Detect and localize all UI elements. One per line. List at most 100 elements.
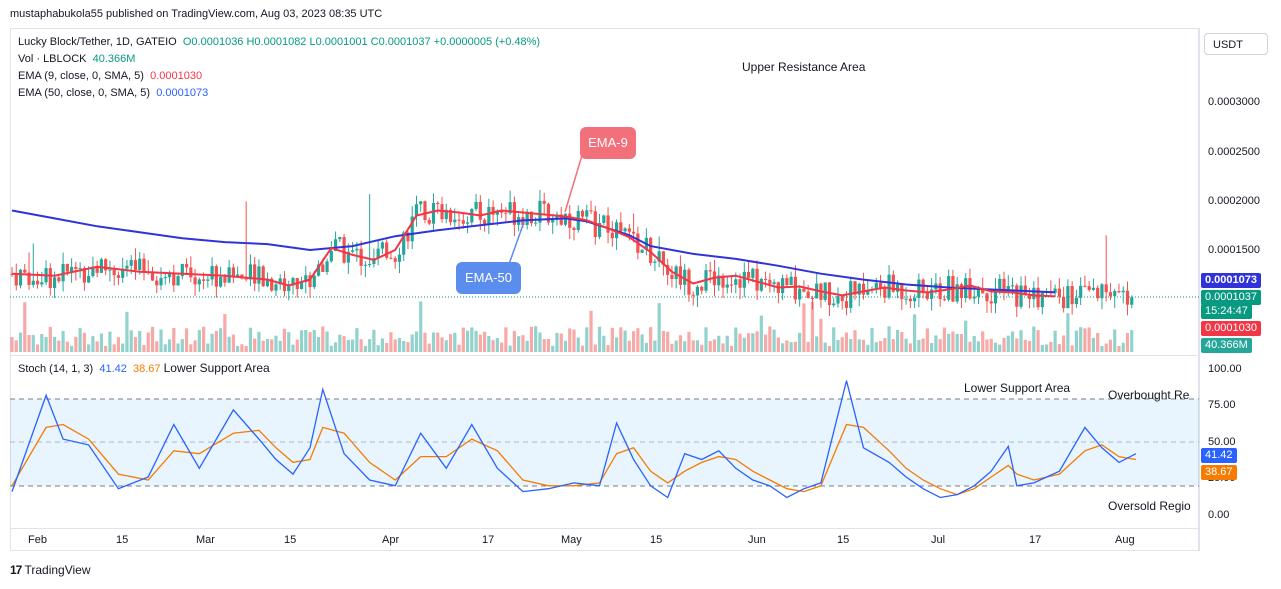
candle-body [133,260,138,270]
volume-bar [755,331,759,352]
candle-body [380,242,385,249]
stoch-label[interactable]: Stoch (14, 1, 3) [18,363,94,375]
volume-bar [453,332,457,352]
candle-body [308,275,312,288]
volume-bar [981,331,985,352]
volume-bar [883,338,887,352]
candle-body [942,299,947,301]
volume-bar [985,339,989,352]
volume-bar [478,334,482,352]
volume-bar [138,330,142,352]
candle-body [1002,278,1006,290]
candle-body [274,284,278,291]
candle-body [930,289,934,299]
volume-bar [866,344,870,352]
candle-body [529,211,534,224]
time-tick-aug: Aug [1115,534,1135,546]
candle-body [329,250,333,262]
volume-bar [1015,338,1019,352]
candle-body [738,279,742,288]
volume-bar [657,303,661,352]
candle-body [691,294,695,296]
volume-bars [10,301,1134,352]
volume-bar [964,320,968,352]
volume-bar [457,344,461,352]
candle-body [150,273,155,281]
stoch-k-value: 41.42 [99,363,127,375]
candle-body [176,276,180,286]
candle-body [189,267,193,278]
volume-bar [65,341,69,352]
candle-body [253,264,257,284]
ema9-label[interactable]: EMA (9, close, 0, SMA, 5) [18,70,144,82]
volume-bar [1091,337,1096,352]
candle-body [925,292,929,299]
ema9-pointer [564,151,584,213]
volume-bar [61,331,65,352]
volume-bar [48,326,52,352]
volume-bar [91,336,95,352]
price-tick-3: 0.0002000 [1208,195,1260,207]
volume-bar [240,344,244,352]
volume-bar [878,341,883,352]
ema50-line [11,209,1056,294]
candle-body [57,277,61,282]
candle-body [184,263,189,268]
candle-body [206,279,210,281]
volume-bar [448,334,453,352]
volume-bar [172,327,176,352]
volume-bar [542,339,546,352]
stoch-d-line [11,423,1137,496]
candle-body [844,301,849,308]
stoch-d-tag: 38.67 [1201,465,1237,480]
candle-body [734,279,738,285]
candle-body [376,248,380,259]
candle-body [333,239,338,251]
candle-body [261,266,265,287]
volume-bar [925,328,929,352]
candle-body [878,282,883,289]
candle-body [180,263,184,277]
candle-body [551,219,555,223]
volume-bar [121,343,125,352]
candle-body [1070,286,1074,305]
volume-bar [40,333,44,352]
volume-bar [27,334,31,352]
volume-bar [70,345,74,352]
ema50-label[interactable]: EMA (50, close, 0, SMA, 5) [18,87,151,99]
candle-body [746,271,751,278]
volume-bar [342,336,346,352]
volume-bar [278,340,282,352]
volume-bar [751,333,755,352]
candle-body [193,277,197,285]
volume-bar [1079,327,1083,352]
volume-bar [951,331,955,352]
volume-bar [14,340,18,352]
time-tick-may: May [561,534,582,546]
volume-bar [972,335,976,352]
candle-body [355,248,359,251]
candle-body [423,201,427,220]
candle-body [606,215,610,233]
volume-bar [678,335,683,352]
volume-bar [359,339,363,352]
candle-body [125,265,129,269]
candle-body [695,286,700,296]
volume-bar [223,314,227,352]
candle-body [31,280,35,285]
oversold-label: Oversold Regio [1108,499,1191,513]
overbought-label: Overbought Re [1108,388,1190,402]
volume-bar [908,343,912,352]
volume-label[interactable]: Vol · LBLOCK [18,53,87,65]
volume-bar [410,334,414,352]
tradingview-branding[interactable]: 17 TradingView [10,563,91,577]
candle-body [385,242,389,258]
volume-bar [108,331,112,352]
volume-bar [1044,344,1049,352]
symbol-title[interactable]: Lucky Block/Tether, 1D, GATEIO [18,36,177,48]
candle-body [65,263,69,272]
volume-bar [1006,335,1010,352]
currency-button[interactable]: USDT [1204,33,1268,55]
volume-bar [274,335,278,352]
